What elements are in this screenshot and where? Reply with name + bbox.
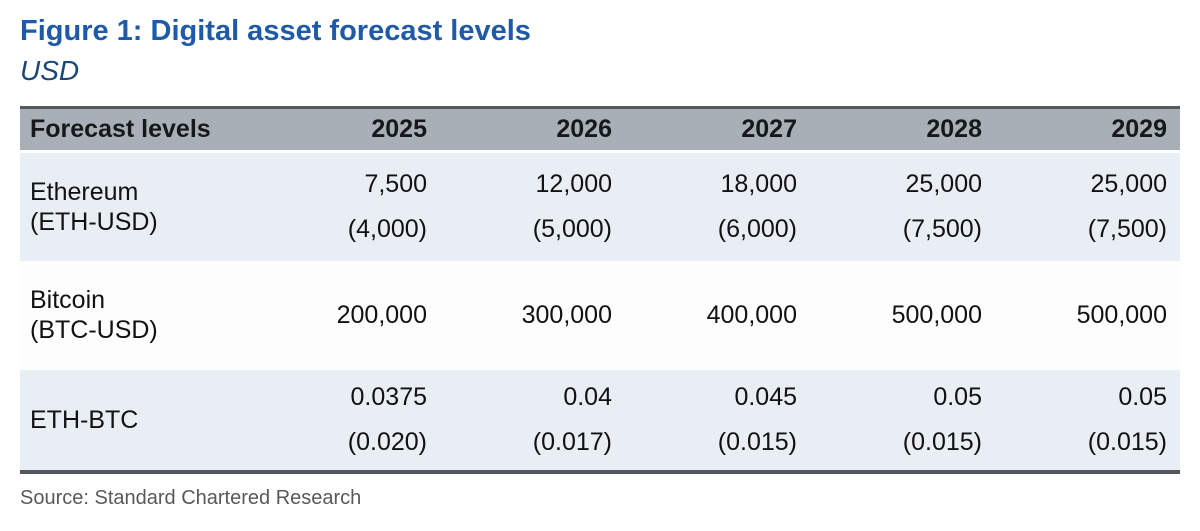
value-main: 25,000: [905, 169, 982, 198]
figure-subtitle: USD: [20, 55, 80, 86]
table-row-bitcoin: Bitcoin (BTC-USD) 200,000 300,000 400,00…: [20, 260, 1180, 370]
cell-bitcoin-2028: 500,000: [810, 261, 995, 370]
cell-eth-btc-2027: 0.045 (0.015): [625, 370, 810, 472]
value-sub: (0.015): [902, 427, 982, 456]
header-cell-2029: 2029: [1111, 115, 1167, 143]
header-cell-2027: 2027: [741, 115, 797, 143]
value-main: 12,000: [535, 169, 612, 198]
value-main: 0.0375: [350, 382, 427, 411]
value-main: 500,000: [1076, 300, 1167, 329]
value-sub: (4,000): [347, 214, 427, 243]
header-cell-2028: 2028: [926, 115, 982, 143]
row-label: Ethereum: [30, 177, 139, 206]
value-main: 0.045: [734, 382, 797, 411]
cell-ethereum-2027: 18,000 (6,000): [625, 152, 810, 261]
row-label-ethereum: Ethereum (ETH-USD): [20, 152, 255, 261]
table-row-eth-btc: ETH-BTC 0.0375 (0.020) 0.04 (0.017) 0.04…: [20, 369, 1180, 472]
value-main: 400,000: [706, 300, 797, 329]
cell-bitcoin-2029: 500,000: [995, 261, 1180, 370]
value-main: 7,500: [364, 169, 427, 198]
cell-bitcoin-2027: 400,000: [625, 261, 810, 370]
value-main: 0.05: [1118, 382, 1167, 411]
cell-ethereum-2029: 25,000 (7,500): [995, 152, 1180, 261]
value-main: 0.05: [933, 382, 982, 411]
header-cell-forecast-levels: Forecast levels: [30, 115, 211, 143]
value-sub: (0.015): [1087, 427, 1167, 456]
row-sublabel: (ETH-USD): [30, 207, 158, 236]
cell-eth-btc-2026: 0.04 (0.017): [440, 370, 625, 472]
value-sub: (0.020): [347, 427, 427, 456]
row-sublabel: (BTC-USD): [30, 316, 158, 344]
value-sub: (5,000): [532, 214, 612, 243]
value-sub: (6,000): [717, 214, 797, 243]
table-header-row: Forecast levels 2025 2026 2027 2028 2029: [20, 107, 1180, 152]
cell-bitcoin-2026: 300,000: [440, 261, 625, 370]
header-cell-2025: 2025: [371, 115, 427, 143]
value-main: 18,000: [720, 169, 797, 198]
cell-ethereum-2025: 7,500 (4,000): [255, 152, 440, 261]
table-row-ethereum: Ethereum (ETH-USD) 7,500 (4,000) 12,000 …: [20, 151, 1180, 261]
value-main: 0.04: [563, 382, 612, 411]
cell-eth-btc-2028: 0.05 (0.015): [810, 370, 995, 472]
cell-eth-btc-2025: 0.0375 (0.020): [255, 370, 440, 472]
row-label-eth-btc: ETH-BTC: [20, 370, 255, 472]
value-sub: (7,500): [902, 214, 982, 243]
cell-bitcoin-2025: 200,000: [255, 261, 440, 370]
row-label: ETH-BTC: [30, 405, 139, 434]
value-main: 200,000: [336, 300, 427, 329]
value-sub: (0.015): [717, 427, 797, 456]
value-main: 300,000: [521, 300, 612, 329]
value-sub: (0.017): [532, 427, 612, 456]
forecast-table: Forecast levels 2025 2026 2027 2028 2029…: [20, 106, 1180, 474]
value-main: 500,000: [891, 300, 982, 329]
row-label-bitcoin: Bitcoin (BTC-USD): [20, 261, 255, 370]
figure-title: Figure 1: Digital asset forecast levels: [20, 15, 531, 47]
cell-ethereum-2028: 25,000 (7,500): [810, 152, 995, 261]
cell-eth-btc-2029: 0.05 (0.015): [995, 370, 1180, 472]
row-label: Bitcoin: [30, 286, 106, 314]
cell-ethereum-2026: 12,000 (5,000): [440, 152, 625, 261]
value-main: 25,000: [1090, 169, 1167, 198]
value-sub: (7,500): [1087, 214, 1167, 243]
source-note: Source: Standard Chartered Research: [20, 486, 362, 509]
header-cell-2026: 2026: [556, 115, 612, 143]
